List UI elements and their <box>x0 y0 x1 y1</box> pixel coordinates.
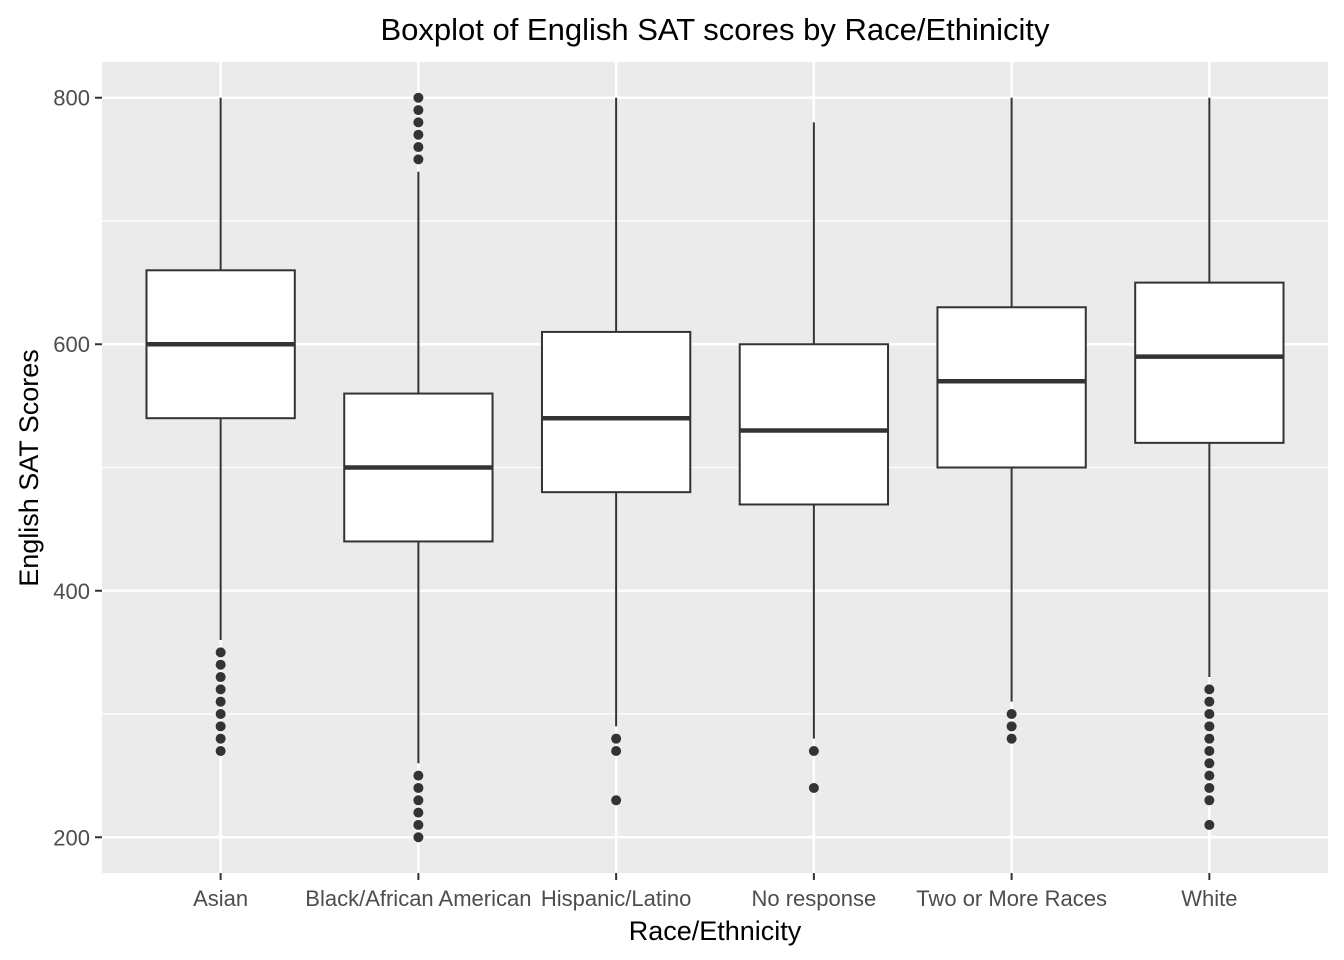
outlier-point <box>413 832 424 843</box>
outlier-point <box>1204 745 1215 756</box>
outlier-point <box>1204 709 1215 720</box>
x-axis: Asian Black/African American Hispanic/Lati… <box>193 873 1237 911</box>
outlier-point <box>1204 782 1215 793</box>
outlier-point <box>215 672 226 683</box>
outlier-point <box>215 733 226 744</box>
outlier-point <box>1204 770 1215 781</box>
outlier-point <box>215 647 226 658</box>
box-group <box>738 122 890 793</box>
outlier-point <box>611 745 622 756</box>
outlier-point <box>215 684 226 695</box>
outlier-point <box>413 142 424 153</box>
outlier-point <box>413 807 424 818</box>
y-axis-title: English SAT Scores <box>14 349 44 587</box>
y-tick-label: 400 <box>53 579 90 604</box>
outlier-point <box>413 819 424 830</box>
box-group <box>540 97 692 806</box>
outlier-point <box>215 696 226 707</box>
outlier-point <box>413 795 424 806</box>
outlier-point <box>413 117 424 128</box>
outlier-point <box>1204 696 1215 707</box>
x-tick-label: White <box>1181 886 1237 911</box>
outlier-point <box>1204 684 1215 695</box>
x-tick-label: Asian <box>193 886 248 911</box>
iqr-box <box>540 330 692 494</box>
outlier-point <box>611 795 622 806</box>
outlier-point <box>1204 795 1215 806</box>
outlier-point <box>413 770 424 781</box>
chart-title: Boxplot of English SAT scores by Race/Et… <box>380 12 1050 47</box>
iqr-box <box>936 306 1087 469</box>
outlier-point <box>215 709 226 720</box>
outlier-point <box>808 745 819 756</box>
outlier-point <box>1204 733 1215 744</box>
iqr-box <box>1134 281 1285 444</box>
y-tick-label: 800 <box>53 86 90 111</box>
outlier-point <box>413 154 424 165</box>
y-tick-label: 200 <box>53 825 90 850</box>
box-series <box>145 92 1285 843</box>
outlier-point <box>215 745 226 756</box>
outlier-point <box>1006 721 1017 732</box>
outlier-point <box>215 659 226 670</box>
y-tick-label: 600 <box>53 332 90 357</box>
y-axis: 200 400 600 800 <box>53 86 102 850</box>
x-tick-label: No response <box>751 886 876 911</box>
outlier-point <box>1204 721 1215 732</box>
x-tick-label: Two or More Races <box>916 886 1107 911</box>
outlier-point <box>1006 709 1017 720</box>
box-group <box>145 97 296 756</box>
outlier-point <box>413 782 424 793</box>
box-group <box>1134 97 1285 830</box>
iqr-box <box>738 343 890 506</box>
outlier-point <box>611 733 622 744</box>
outlier-point <box>413 129 424 140</box>
outlier-point <box>413 92 424 103</box>
outlier-point <box>1204 758 1215 769</box>
outlier-point <box>1006 733 1017 744</box>
outlier-point <box>808 782 819 793</box>
x-tick-label: Hispanic/Latino <box>541 886 691 911</box>
outlier-point <box>1204 819 1215 830</box>
outlier-point <box>215 721 226 732</box>
minor-grid <box>102 220 1328 715</box>
box-group <box>936 97 1087 744</box>
outlier-point <box>413 105 424 116</box>
box-group <box>343 92 494 843</box>
x-tick-label: Black/African American <box>305 886 531 911</box>
x-axis-title: Race/Ethnicity <box>629 916 802 946</box>
